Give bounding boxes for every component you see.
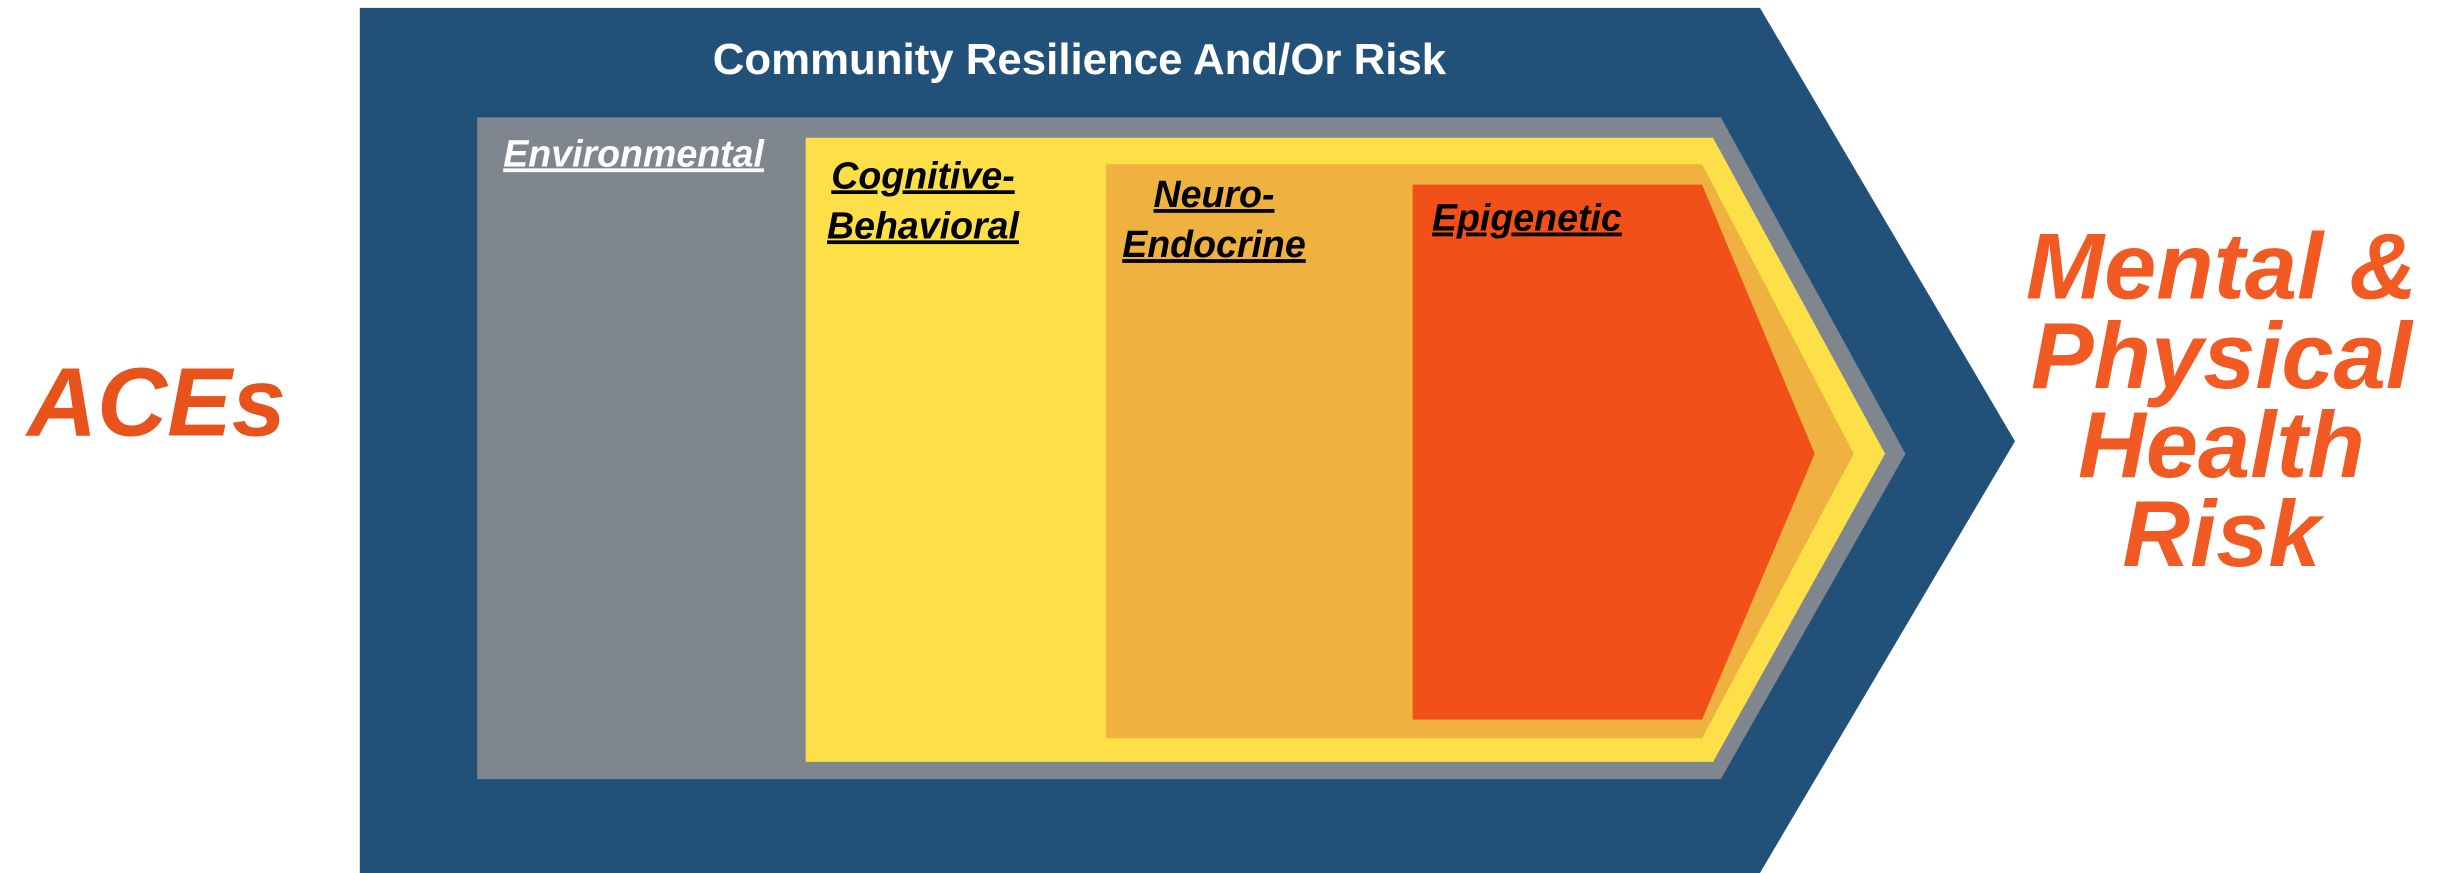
layer-label: Endocrine bbox=[1122, 223, 1306, 265]
layer-label: Environmental bbox=[503, 132, 765, 174]
output-label: Health bbox=[2078, 392, 2365, 497]
title: Community Resilience And/Or Risk bbox=[713, 35, 1447, 84]
output-label: Risk bbox=[2122, 481, 2325, 586]
layer-label: Behavioral bbox=[827, 204, 1020, 246]
input-label: ACEs bbox=[25, 348, 286, 457]
output-label: Mental & bbox=[2026, 214, 2417, 319]
epigenetic-layer bbox=[1412, 184, 1815, 720]
layer-label: Neuro- bbox=[1154, 173, 1275, 215]
layer-label: Epigenetic bbox=[1432, 197, 1622, 239]
layer-label: Cognitive- bbox=[831, 154, 1014, 196]
output-label: Physical bbox=[2031, 303, 2414, 408]
